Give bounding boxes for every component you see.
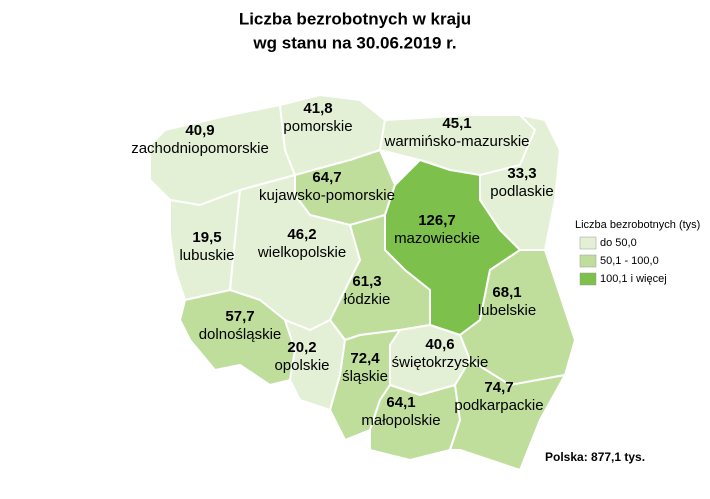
region-name: świętokrzyskie	[392, 354, 489, 371]
title-line: Liczba bezrobotnych w kraju	[239, 9, 471, 28]
region-value: 68,1	[492, 284, 521, 301]
region-name: pomorskie	[283, 118, 352, 135]
region-name: podlaskie	[490, 183, 553, 200]
region-value: 20,2	[287, 339, 316, 356]
region-value: 57,7	[225, 308, 254, 325]
region-value: 40,9	[185, 122, 214, 139]
region-shape	[449, 359, 566, 471]
region-value: 64,1	[386, 394, 415, 411]
region-value: 45,1	[442, 115, 471, 132]
region-value: 41,8	[303, 100, 332, 117]
region-name: podkarpackie	[454, 397, 543, 414]
legend-title: Liczba bezrobotnych (tys)	[575, 219, 700, 231]
region-value: 40,6	[425, 336, 454, 353]
region-name: śląskie	[342, 368, 388, 385]
region-name: małopolskie	[361, 412, 440, 429]
region-name: lubuskie	[179, 247, 234, 264]
region-value: 74,7	[484, 379, 513, 396]
region-name: opolskie	[274, 357, 329, 374]
region-name: łódzkie	[344, 291, 391, 308]
region-value: 46,2	[287, 226, 316, 243]
region-value: 33,3	[507, 165, 536, 182]
title-line: wg stanu na 30.06.2019 r.	[252, 33, 456, 52]
legend-label: 100,1 i więcej	[600, 273, 667, 285]
region-value: 19,5	[192, 229, 221, 246]
region-value: 61,3	[352, 273, 381, 290]
legend-swatch	[579, 272, 597, 286]
region-name: warmińsko-mazurskie	[383, 133, 529, 150]
region-name: dolnośląskie	[199, 326, 282, 343]
region-shape	[369, 384, 461, 461]
legend-swatch	[579, 236, 597, 250]
region-value: 64,7	[312, 169, 341, 186]
footer: Polska: 877,1 tys.	[545, 450, 645, 464]
region-name: zachodniopomorskie	[131, 140, 269, 157]
legend: Liczba bezrobotnych (tys) do 50,0 50,1 - …	[575, 219, 700, 286]
map	[149, 94, 576, 471]
region-name: lubelskie	[478, 302, 536, 319]
region-shape	[179, 289, 296, 386]
legend-label: 50,1 - 100,0	[600, 255, 659, 267]
region-name: wielkopolskie	[257, 244, 346, 261]
region-name: kujawsko-pomorskie	[259, 187, 395, 204]
legend-label: do 50,0	[600, 237, 637, 249]
region-value: 126,7	[418, 212, 456, 229]
legend-swatch	[579, 254, 597, 268]
region-name: mazowieckie	[394, 230, 480, 247]
region-value: 72,4	[350, 350, 380, 367]
